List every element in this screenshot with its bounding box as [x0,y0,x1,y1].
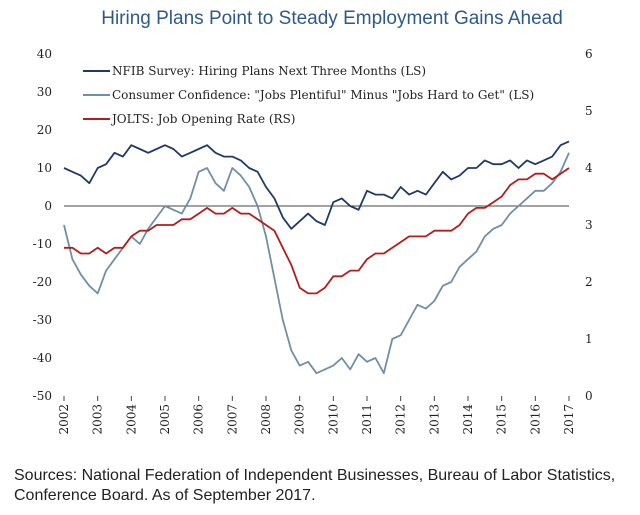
y-right-tick-label: 2 [585,275,593,289]
axes-layer: -50 -40 -30 -20 -10 0 10 20 30 40 0 1 2 3 4 5 6 2002 2003 2… [33,47,593,435]
y-left-tick-label: 10 [37,161,52,175]
legend-label-2: Consumer Confidence: "Jobs Plentiful" Mi… [112,88,534,102]
x-tick-label: 2005 [158,404,172,435]
x-tick-label: 2002 [57,404,71,435]
x-tick-label: 2003 [91,404,105,435]
x-tick-label: 2013 [427,404,441,435]
x-tick-label: 2015 [495,404,509,435]
series-line-1 [63,140,570,230]
x-tick-label: 2014 [461,404,475,435]
source-note: Sources: National Federation of Independ… [14,467,616,504]
y-right-tick-label: 1 [585,332,593,346]
y-right-tick-label: 3 [585,218,593,232]
legend-label-3: JOLTS: Job Opening Rate (RS) [110,112,296,126]
series-layer [63,140,570,375]
legend-label-1: NFIB Survey: Hiring Plans Next Three Mon… [112,64,426,78]
y-right-tick-label: 6 [585,47,593,61]
chart-svg: Hiring Plans Point to Steady Employment … [33,8,593,435]
y-left-tick-label: 0 [44,199,52,213]
y-left-tick-label: 30 [37,85,52,99]
x-tick-label: 2009 [293,404,307,435]
y-left-tick-label: -40 [33,351,52,365]
y-left-tick-label: -50 [33,389,52,403]
x-tick-label: 2012 [394,404,408,435]
y-left-tick-label: -30 [33,313,52,327]
y-left-tick-label: -10 [33,237,52,251]
y-right-tick-label: 4 [585,161,593,175]
series-line-3 [64,167,570,295]
legend: NFIB Survey: Hiring Plans Next Three Mon… [83,64,534,126]
chart-title: Hiring Plans Point to Steady Employment … [101,8,563,29]
y-right-tick-label: 5 [585,104,593,118]
y-left-tick-label: -20 [33,275,52,289]
x-tick-label: 2007 [225,404,239,435]
y-left-tick-label: 40 [37,47,52,61]
y-right-tick-label: 0 [585,389,593,403]
x-tick-label: 2017 [562,404,576,435]
series-line-2 [63,152,570,375]
x-tick-label: 2016 [528,404,542,435]
x-tick-label: 2008 [259,404,273,435]
y-left-tick-label: 20 [37,123,52,137]
x-tick-label: 2010 [326,404,340,435]
x-tick-label: 2006 [192,404,206,435]
x-tick-label: 2011 [360,404,374,435]
x-tick-label: 2004 [124,404,138,435]
